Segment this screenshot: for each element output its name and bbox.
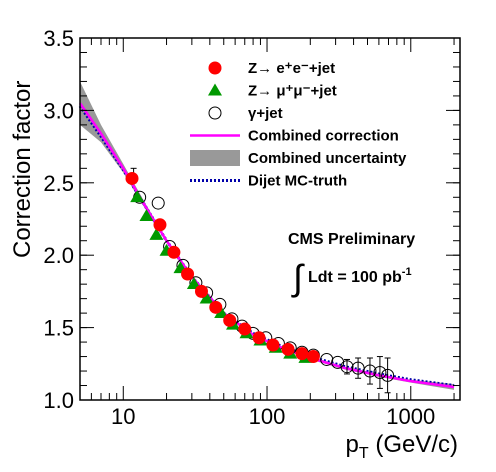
- zee-data-point: [125, 171, 139, 185]
- x-tick-label: 10: [111, 404, 135, 429]
- zmm-data-point: [130, 190, 145, 203]
- data-points-layer: [125, 167, 395, 394]
- zee-data-point: [167, 245, 181, 259]
- legend-gamma-marker: [208, 106, 222, 120]
- legend-label-uncert: Combined uncertainty: [248, 150, 407, 167]
- zee-data-point: [238, 322, 252, 336]
- zee-data-point: [181, 267, 195, 281]
- y-tick-label: 1.5: [43, 316, 74, 341]
- legend-uncertainty-swatch: [190, 150, 240, 166]
- zee-data-point: [153, 218, 167, 232]
- zee-data-point: [209, 300, 223, 314]
- y-axis-title: Correction factor: [9, 81, 36, 258]
- zee-data-point: [281, 342, 295, 356]
- zmm-data-point: [199, 291, 214, 304]
- integral-symbol: ∫: [291, 257, 305, 298]
- y-tick-label: 3.0: [43, 98, 74, 123]
- zmm-data-point: [214, 306, 229, 319]
- gam-data-point: [381, 368, 395, 382]
- gam-data-point: [363, 364, 377, 378]
- y-tick-label: 2.0: [43, 243, 74, 268]
- legend-label-zmm: Z→ μ⁺μ⁻+jet: [248, 83, 337, 100]
- y-tick-label: 3.5: [43, 26, 74, 51]
- gam-data-point: [373, 365, 387, 379]
- curve-layer: [78, 102, 455, 389]
- legend-label-gam: γ+jet: [248, 105, 283, 122]
- x-tick-label: 100: [249, 404, 286, 429]
- zee-data-point: [252, 331, 266, 345]
- axis-ticks-layer: 1.0 1.5 2.0 2.5 3.0 3.5 10 100 1000: [43, 26, 460, 429]
- zmm-data-point: [139, 209, 154, 222]
- zee-data-point: [266, 338, 280, 352]
- legend-zmm-marker: [208, 83, 222, 96]
- zmm-data-point: [149, 227, 164, 240]
- zee-data-point: [306, 350, 320, 364]
- x-axis-title: pT (GeV/c): [346, 431, 458, 462]
- zee-data-point: [223, 313, 237, 327]
- zee-data-point: [295, 347, 309, 361]
- cms-preliminary-label: CMS Preliminary: [288, 231, 415, 248]
- zee-data-point: [194, 284, 208, 298]
- x-axis-title-unit: (GeV/c): [369, 431, 458, 458]
- luminosity-label: Ldt = 100 pb-1: [308, 266, 412, 286]
- luminosity-text: Ldt = 100 pb: [308, 269, 402, 286]
- gam-data-point: [331, 355, 345, 369]
- zmm-data-point: [186, 277, 201, 290]
- y-tick-label: 1.0: [43, 388, 74, 413]
- legend-label-dijet: Dijet MC-truth: [248, 173, 347, 190]
- legend-zee-marker: [208, 61, 222, 75]
- x-tick-label: 1000: [386, 404, 435, 429]
- gam-data-point: [351, 361, 365, 375]
- x-axis-title-main: p: [346, 431, 359, 458]
- gam-data-point: [340, 360, 354, 374]
- legend-label-combined: Combined correction: [248, 128, 399, 145]
- combined-correction-line: [78, 102, 455, 389]
- luminosity-sup: -1: [402, 266, 412, 278]
- y-tick-label: 2.5: [43, 171, 74, 196]
- legend: Z→ e⁺e⁻+jet Z→ μ⁺μ⁻+jet γ+jet Combined corr…: [190, 60, 407, 190]
- plot-frame: [79, 37, 461, 401]
- gam-data-point: [151, 196, 165, 210]
- legend-label-zee: Z→ e⁺e⁻+jet: [248, 60, 335, 77]
- x-axis-title-sub: T: [359, 445, 369, 462]
